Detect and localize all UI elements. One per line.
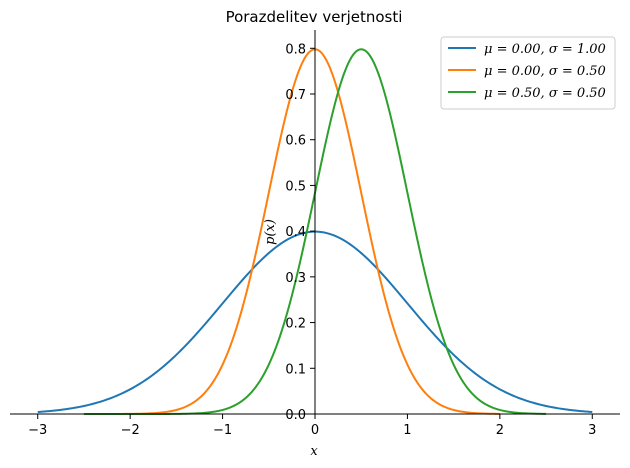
y-tick-label: 0.8	[285, 42, 306, 57]
legend: μ = 0.00, σ = 1.00 μ = 0.00, σ = 0.50 μ = …	[440, 36, 616, 110]
legend-label-3: μ = 0.50, σ = 0.50	[484, 86, 606, 101]
y-axis-label: p(x)	[263, 219, 278, 245]
legend-box	[440, 36, 616, 110]
x-tick-label: −1	[213, 423, 232, 438]
legend-label-2: μ = 0.00, σ = 0.50	[484, 64, 606, 79]
y-tick-label: 0.6	[285, 134, 306, 149]
x-tick-label: 2	[496, 423, 504, 438]
y-tick-label: 0.4	[285, 225, 306, 240]
y-tick-label: 0.2	[285, 317, 306, 332]
y-tick-label: 0.1	[285, 362, 306, 377]
chart-title: Porazdelitev verjetnosti	[226, 8, 403, 26]
x-tick-label: −2	[121, 423, 140, 438]
y-tick-label: 0.5	[285, 179, 306, 194]
x-tick-label: 3	[588, 423, 596, 438]
y-tick-label: 0.3	[285, 271, 306, 286]
x-axis-label: x	[310, 444, 318, 459]
x-tick-label: −3	[28, 423, 47, 438]
x-ticks: −3 −2 −1 0 1 2 3	[28, 414, 596, 438]
y-tick-label: 0.7	[285, 88, 306, 103]
legend-label-1: μ = 0.00, σ = 1.00	[484, 42, 606, 57]
y-tick-label: 0.0	[285, 408, 306, 423]
y-ticks: 0.0 0.1 0.2 0.3 0.4 0.5 0.6 0.7 0.8	[285, 42, 315, 423]
x-tick-label: 0	[311, 423, 319, 438]
x-tick-label: 1	[403, 423, 411, 438]
